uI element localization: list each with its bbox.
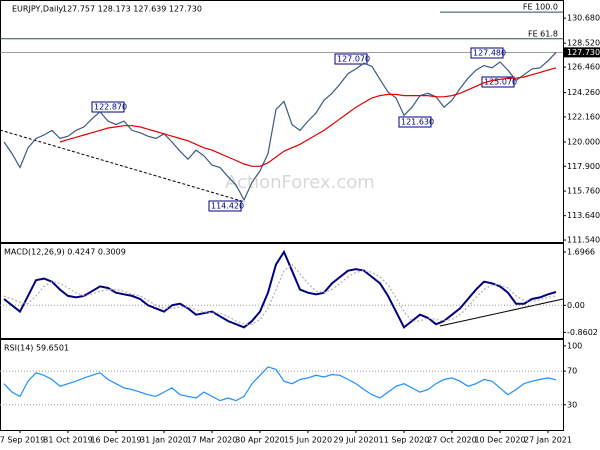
annotation-box xyxy=(470,47,504,59)
x-tick-label: 27 Oct 2020 xyxy=(427,436,476,445)
annotation-box xyxy=(481,76,515,88)
panel-title: RSI(14) 59.6501 xyxy=(4,344,69,353)
x-tick-label: 30 Apr 2020 xyxy=(235,436,284,445)
series-line xyxy=(3,366,557,402)
y-tick-label: 1.6966 xyxy=(567,247,595,256)
ohlc-values: 127.757 128.173 127.639 127.730 xyxy=(62,5,202,14)
panel-frame xyxy=(0,243,564,339)
x-tick-label: 16 Dec 2019 xyxy=(90,436,141,445)
y-tick-label: 70 xyxy=(567,367,577,376)
x-tick-label: 15 Jun 2020 xyxy=(284,436,332,445)
level-label: FE 100.0 xyxy=(523,3,558,12)
annotation: 114.420 xyxy=(211,202,244,211)
annotation: 127.070 xyxy=(337,55,370,64)
y-tick-label: 124.260 xyxy=(567,88,600,97)
y-tick-label: 0.00 xyxy=(567,301,585,310)
last-price-box xyxy=(564,47,600,58)
series-line xyxy=(3,51,557,202)
y-tick-label: 100 xyxy=(567,341,582,350)
x-tick-label: 17 Mar 2020 xyxy=(187,436,238,445)
trend-line xyxy=(439,298,564,327)
level-label: FE 61.8 xyxy=(528,29,558,38)
annotation: 121.630 xyxy=(401,118,434,127)
last-price-label: 127.730 xyxy=(567,48,600,57)
x-tick-label: 31 Jan 2020 xyxy=(140,436,188,445)
x-tick-label: 10 Dec 2020 xyxy=(474,436,525,445)
annotation-box xyxy=(208,200,242,212)
panel-title: EURJPY,Daily xyxy=(12,5,63,14)
panel-frame xyxy=(0,339,564,431)
y-tick-label: 126.460 xyxy=(567,63,600,72)
y-tick-label: 130.680 xyxy=(567,14,600,23)
x-tick-label: 31 Oct 2019 xyxy=(43,436,92,445)
panel-title: MACD(12,26,9) 0.4247 0.3009 xyxy=(4,248,126,257)
annotation: 127.480 xyxy=(473,49,506,58)
y-tick-label: 111.540 xyxy=(567,236,600,245)
watermark: ActionForex.com xyxy=(225,172,375,193)
y-tick-label: 122.160 xyxy=(567,112,600,121)
panel-frame xyxy=(0,0,564,243)
y-tick-label: 113.640 xyxy=(567,211,600,220)
y-tick-label: 30 xyxy=(567,400,577,409)
y-tick-label: 120.000 xyxy=(567,137,600,146)
series-line xyxy=(59,67,557,167)
y-tick-label: 115.760 xyxy=(567,187,600,196)
annotation-box xyxy=(91,101,125,113)
x-tick-label: 17 Sep 2019 xyxy=(0,436,45,445)
annotation: 122.870 xyxy=(94,103,127,112)
x-tick-label: 29 Jul 2020 xyxy=(333,436,378,445)
annotation-box xyxy=(398,116,432,128)
x-tick-label: 11 Sep 2020 xyxy=(379,436,430,445)
annotation-box xyxy=(334,53,368,65)
series-line xyxy=(3,263,557,325)
annotation: 125.070 xyxy=(484,78,517,87)
y-tick-label: 128.520 xyxy=(567,39,600,48)
y-tick-label: -0.8602 xyxy=(567,328,598,337)
trend-line xyxy=(0,129,246,203)
x-tick-label: 27 Jan 2021 xyxy=(524,436,572,445)
series-line xyxy=(3,249,557,329)
y-tick-label: 117.900 xyxy=(567,162,600,171)
